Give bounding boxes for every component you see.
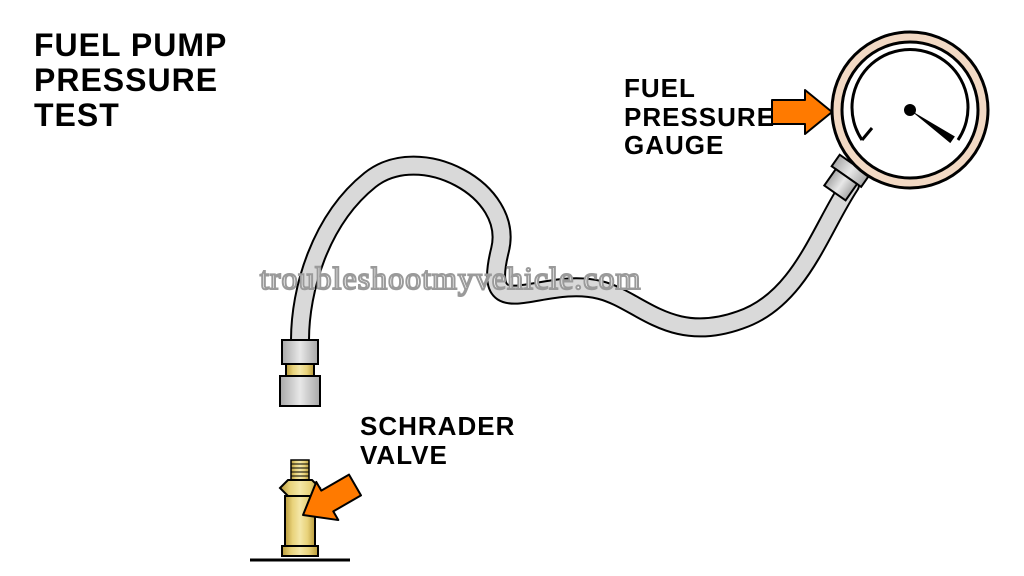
watermark: troubleshootmyvehicle.com bbox=[260, 260, 641, 297]
pressure-gauge bbox=[832, 32, 988, 188]
arrow-gauge bbox=[772, 90, 832, 134]
page-title: FUEL PUMP PRESSURE TEST bbox=[34, 28, 227, 134]
hose bbox=[300, 166, 850, 340]
diagram-stage: { "diagram": { "type": "infographic", "b… bbox=[0, 0, 1024, 576]
hose-end-fitting bbox=[280, 340, 320, 406]
label-valve: SCHRADER VALVE bbox=[360, 412, 515, 469]
label-gauge: FUEL PRESSURE GAUGE bbox=[624, 74, 775, 160]
